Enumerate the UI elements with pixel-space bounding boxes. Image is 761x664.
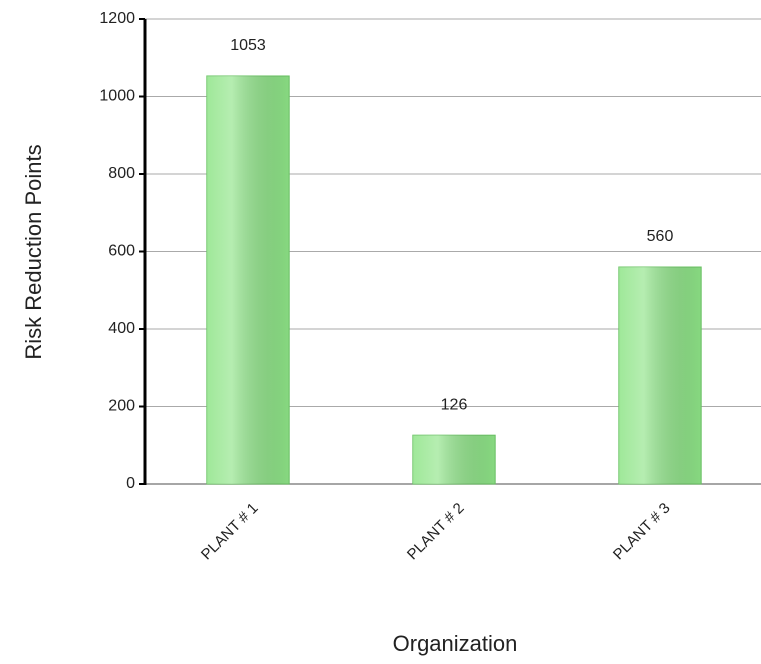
data-label: 560	[647, 228, 674, 245]
y-tick-label: 600	[108, 243, 135, 260]
plot: 0 200 400 600 800 1000 1200 PLANT # 1 1053 PLANT …	[99, 10, 761, 563]
y-tick-label: 400	[108, 320, 135, 337]
x-tick-label: PLANT # 1	[198, 500, 262, 564]
bar-sheen	[412, 435, 496, 484]
x-tick-label: PLANT # 3	[610, 500, 674, 564]
data-label: 1053	[230, 37, 266, 54]
bar-sheen	[206, 75, 290, 485]
x-tick-label: PLANT # 2	[404, 500, 468, 564]
x-axis-title: Organization	[393, 631, 518, 656]
y-tick-label: 1200	[99, 10, 135, 27]
y-tick-label: 800	[108, 165, 135, 182]
y-tick-label: 0	[126, 475, 135, 492]
y-axis-title: Risk Reduction Points	[21, 144, 46, 359]
y-tick-label: 200	[108, 398, 135, 415]
bar-sheen	[618, 267, 702, 484]
y-tick-label: 1000	[99, 88, 135, 105]
data-label: 126	[441, 396, 468, 413]
